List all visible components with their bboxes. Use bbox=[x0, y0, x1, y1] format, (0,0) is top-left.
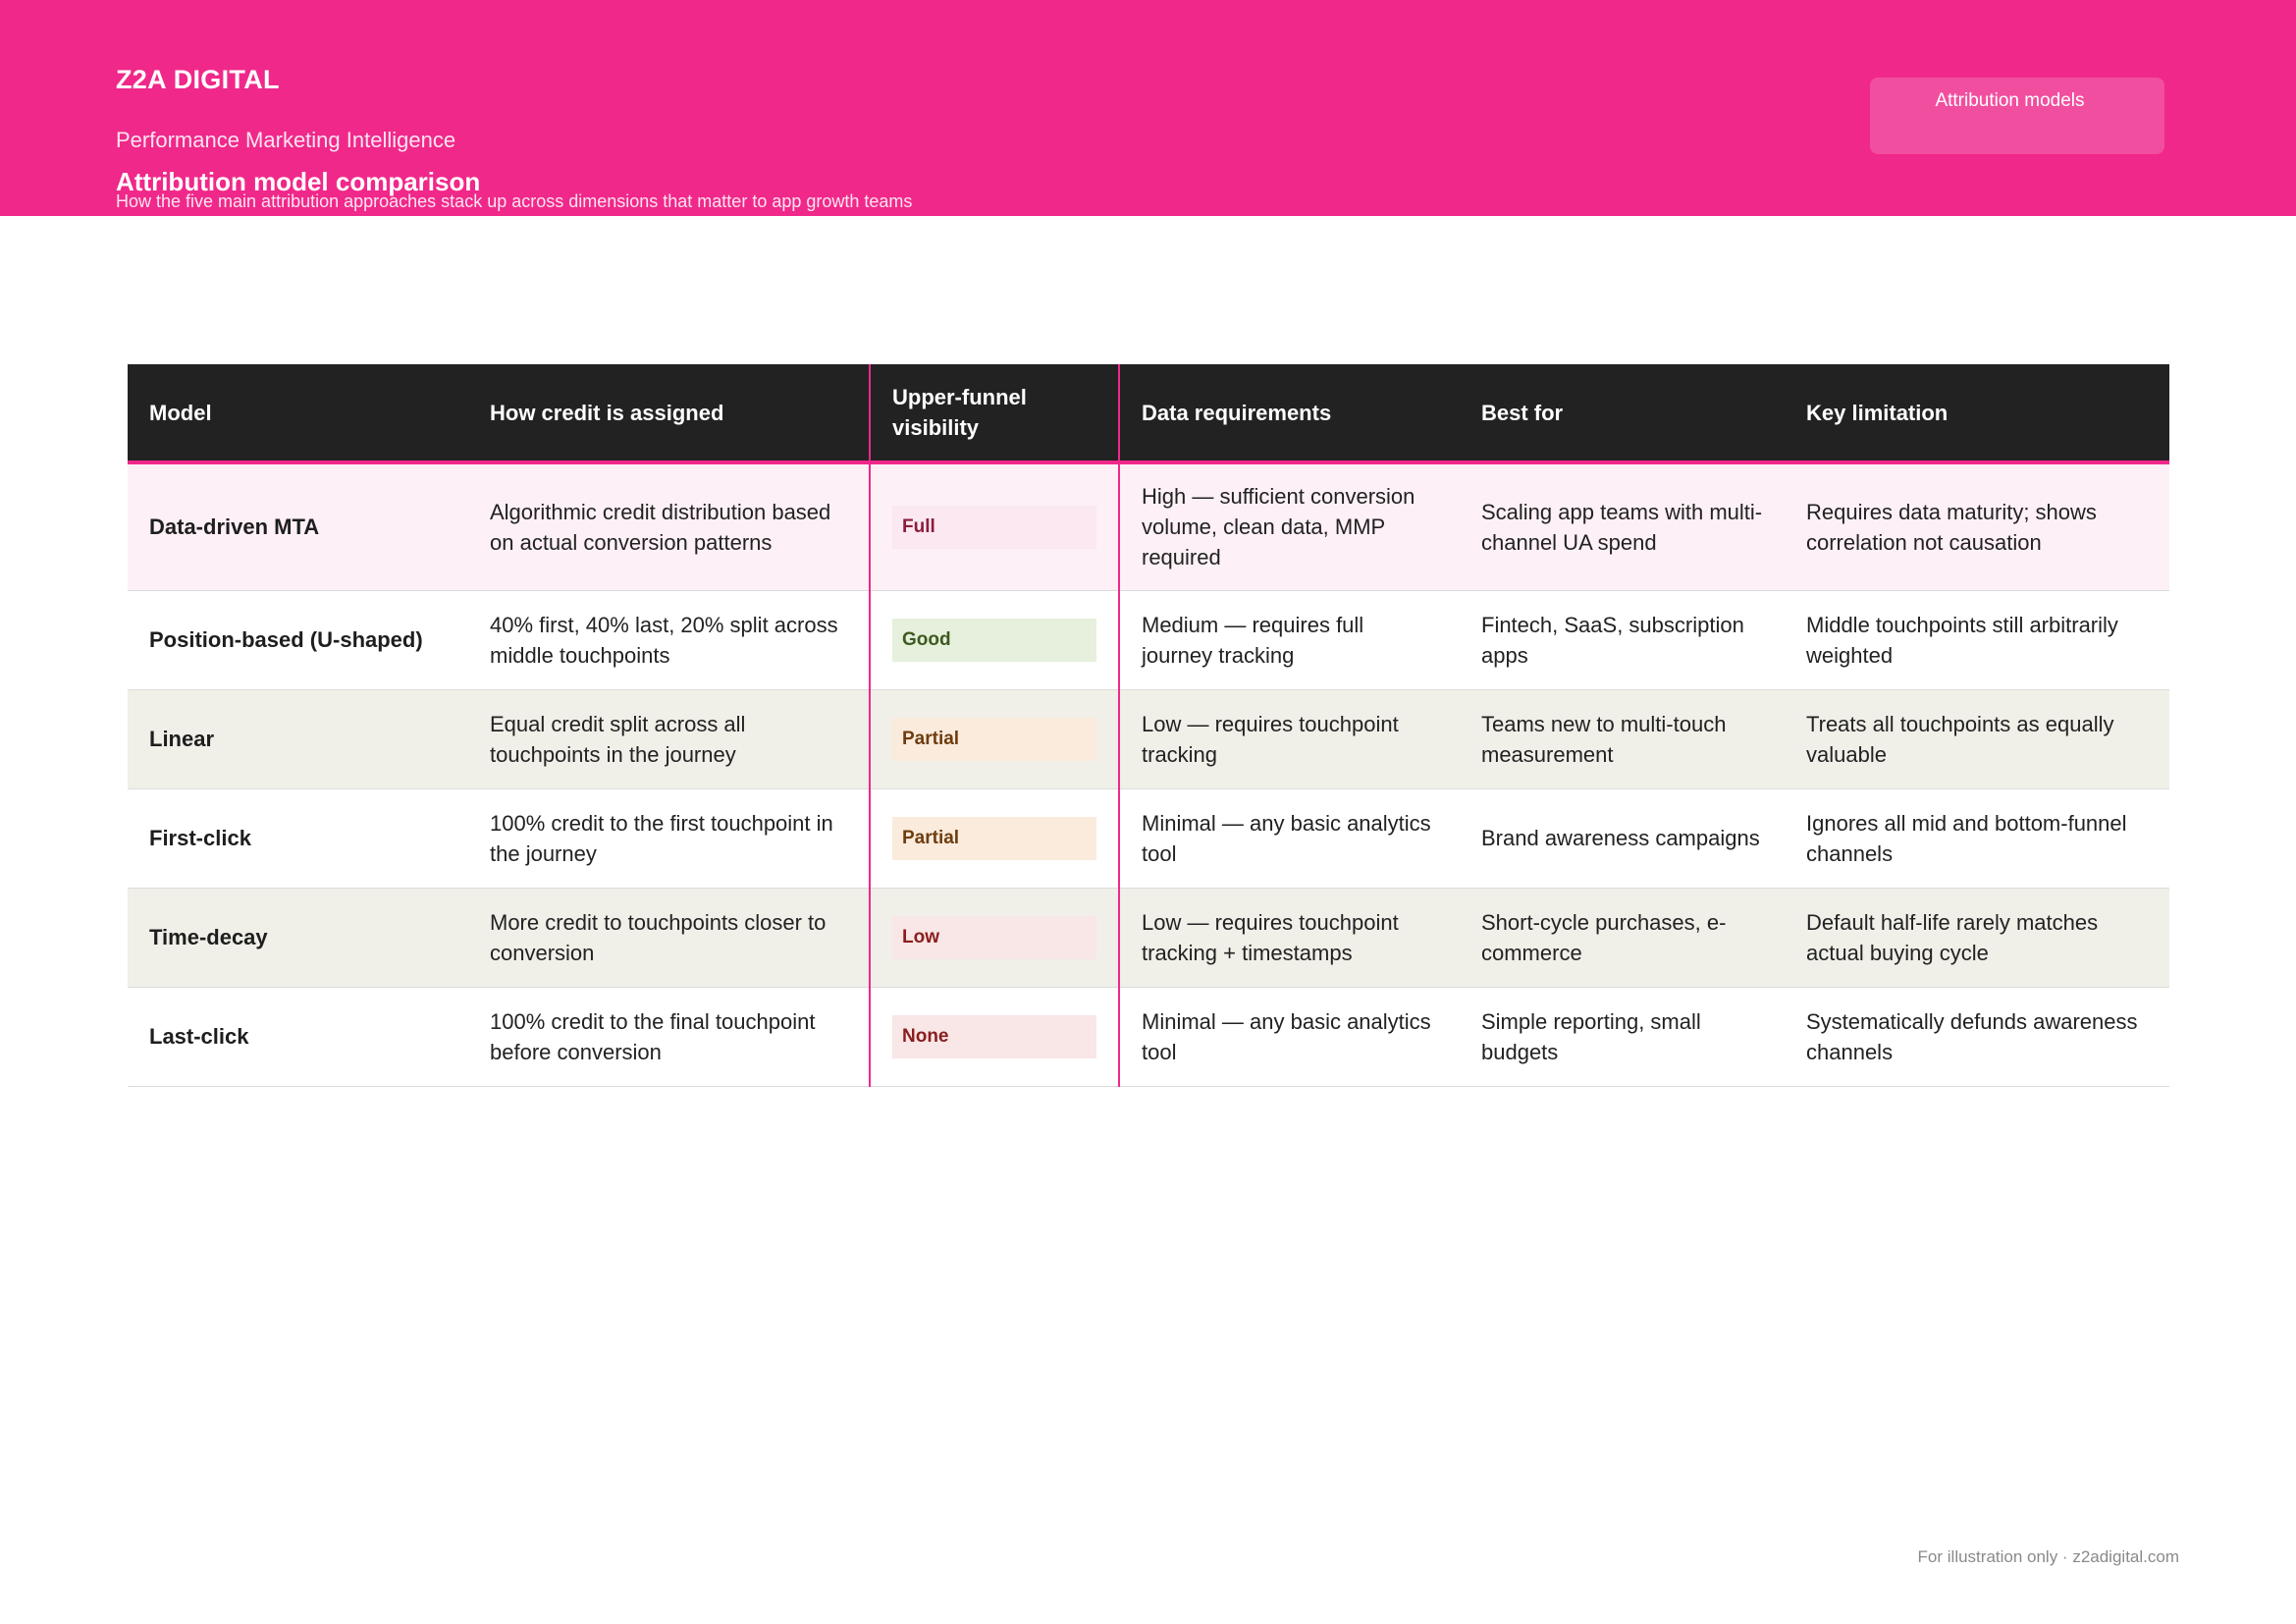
visibility-badge: Partial bbox=[892, 717, 1096, 761]
credit-cell: 40% first, 40% last, 20% split across mi… bbox=[468, 590, 870, 690]
table-row: First-click 100% credit to the first tou… bbox=[128, 788, 2169, 889]
credit-cell: Equal credit split across all touchpoint… bbox=[468, 689, 870, 789]
limitation-cell: Treats all touchpoints as equally valuab… bbox=[1785, 689, 2169, 789]
data-requirements-cell: Medium — requires full journey tracking bbox=[1119, 590, 1460, 690]
table-row: Position-based (U-shaped) 40% first, 40%… bbox=[128, 590, 2169, 690]
topic-pill-label: Attribution models bbox=[1935, 90, 2085, 111]
data-requirements-cell: Low — requires touchpoint tracking bbox=[1119, 689, 1460, 789]
footer-note: For illustration only · z2adigital.com bbox=[1917, 1547, 2179, 1566]
data-requirements-cell: Minimal — any basic analytics tool bbox=[1119, 788, 1460, 889]
table-header: Model How credit is assigned Upper-funne… bbox=[128, 364, 2169, 464]
column-header-best-for: Best for bbox=[1460, 364, 1785, 464]
column-header-key-limitation: Key limitation bbox=[1785, 364, 2169, 464]
limitation-cell: Default half-life rarely matches actual … bbox=[1785, 888, 2169, 988]
best-for-cell: Fintech, SaaS, subscription apps bbox=[1460, 590, 1785, 690]
comparison-table: Model How credit is assigned Upper-funne… bbox=[128, 364, 2169, 1087]
brand-tagline: Performance Marketing Intelligence bbox=[116, 128, 456, 152]
model-cell: First-click bbox=[128, 788, 468, 889]
table-body: Data-driven MTA Algorithmic credit distr… bbox=[128, 462, 2169, 1087]
best-for-cell: Teams new to multi-touch measurement bbox=[1460, 689, 1785, 789]
credit-cell: Algorithmic credit distribution based on… bbox=[468, 462, 870, 591]
table-row: Time-decay More credit to touchpoints cl… bbox=[128, 888, 2169, 988]
table-row: Linear Equal credit split across all tou… bbox=[128, 689, 2169, 789]
best-for-cell: Brand awareness campaigns bbox=[1460, 788, 1785, 889]
data-requirements-cell: Low — requires touchpoint tracking + tim… bbox=[1119, 888, 1460, 988]
visibility-badge: None bbox=[892, 1014, 1096, 1058]
visibility-badge: Low bbox=[892, 915, 1096, 959]
visibility-cell: Partial bbox=[869, 788, 1120, 889]
visibility-badge: Good bbox=[892, 618, 1096, 662]
visibility-badge: Full bbox=[892, 505, 1096, 549]
credit-cell: 100% credit to the final touchpoint befo… bbox=[468, 987, 870, 1087]
page-subtitle: How the five main attribution approaches… bbox=[116, 191, 913, 211]
best-for-cell: Simple reporting, small budgets bbox=[1460, 987, 1785, 1087]
model-cell: Time-decay bbox=[128, 888, 468, 988]
header-banner: Z2A DIGITAL Performance Marketing Intell… bbox=[0, 0, 2296, 216]
visibility-cell: Good bbox=[869, 590, 1120, 690]
visibility-cell: Full bbox=[869, 462, 1120, 591]
best-for-cell: Scaling app teams with multi-channel UA … bbox=[1460, 462, 1785, 591]
column-header-data-requirements: Data requirements bbox=[1119, 364, 1460, 464]
table-row: Last-click 100% credit to the final touc… bbox=[128, 987, 2169, 1087]
model-cell: Data-driven MTA bbox=[128, 462, 468, 591]
visibility-cell: Low bbox=[869, 888, 1120, 988]
visibility-cell: None bbox=[869, 987, 1120, 1087]
page-title: Attribution model comparison bbox=[116, 167, 481, 196]
limitation-cell: Middle touchpoints still arbitrarily wei… bbox=[1785, 590, 2169, 690]
credit-cell: More credit to touchpoints closer to con… bbox=[468, 888, 870, 988]
column-header-visibility: Upper-funnel visibility bbox=[869, 364, 1120, 464]
model-cell: Position-based (U-shaped) bbox=[128, 590, 468, 690]
brand-name: Z2A DIGITAL bbox=[116, 65, 280, 94]
limitation-cell: Systematically defunds awareness channel… bbox=[1785, 987, 2169, 1087]
table-header-row: Model How credit is assigned Upper-funne… bbox=[128, 364, 2169, 464]
column-header-credit: How credit is assigned bbox=[468, 364, 870, 464]
table-row: Data-driven MTA Algorithmic credit distr… bbox=[128, 462, 2169, 591]
topic-pill: Attribution models bbox=[1870, 78, 2164, 154]
visibility-cell: Partial bbox=[869, 689, 1120, 789]
model-cell: Linear bbox=[128, 689, 468, 789]
model-cell: Last-click bbox=[128, 987, 468, 1087]
data-requirements-cell: Minimal — any basic analytics tool bbox=[1119, 987, 1460, 1087]
limitation-cell: Ignores all mid and bottom-funnel channe… bbox=[1785, 788, 2169, 889]
column-header-model: Model bbox=[128, 364, 468, 464]
data-requirements-cell: High — sufficient conversion volume, cle… bbox=[1119, 462, 1460, 591]
limitation-cell: Requires data maturity; shows correlatio… bbox=[1785, 462, 2169, 591]
visibility-badge: Partial bbox=[892, 816, 1096, 860]
credit-cell: 100% credit to the first touchpoint in t… bbox=[468, 788, 870, 889]
best-for-cell: Short-cycle purchases, e-commerce bbox=[1460, 888, 1785, 988]
